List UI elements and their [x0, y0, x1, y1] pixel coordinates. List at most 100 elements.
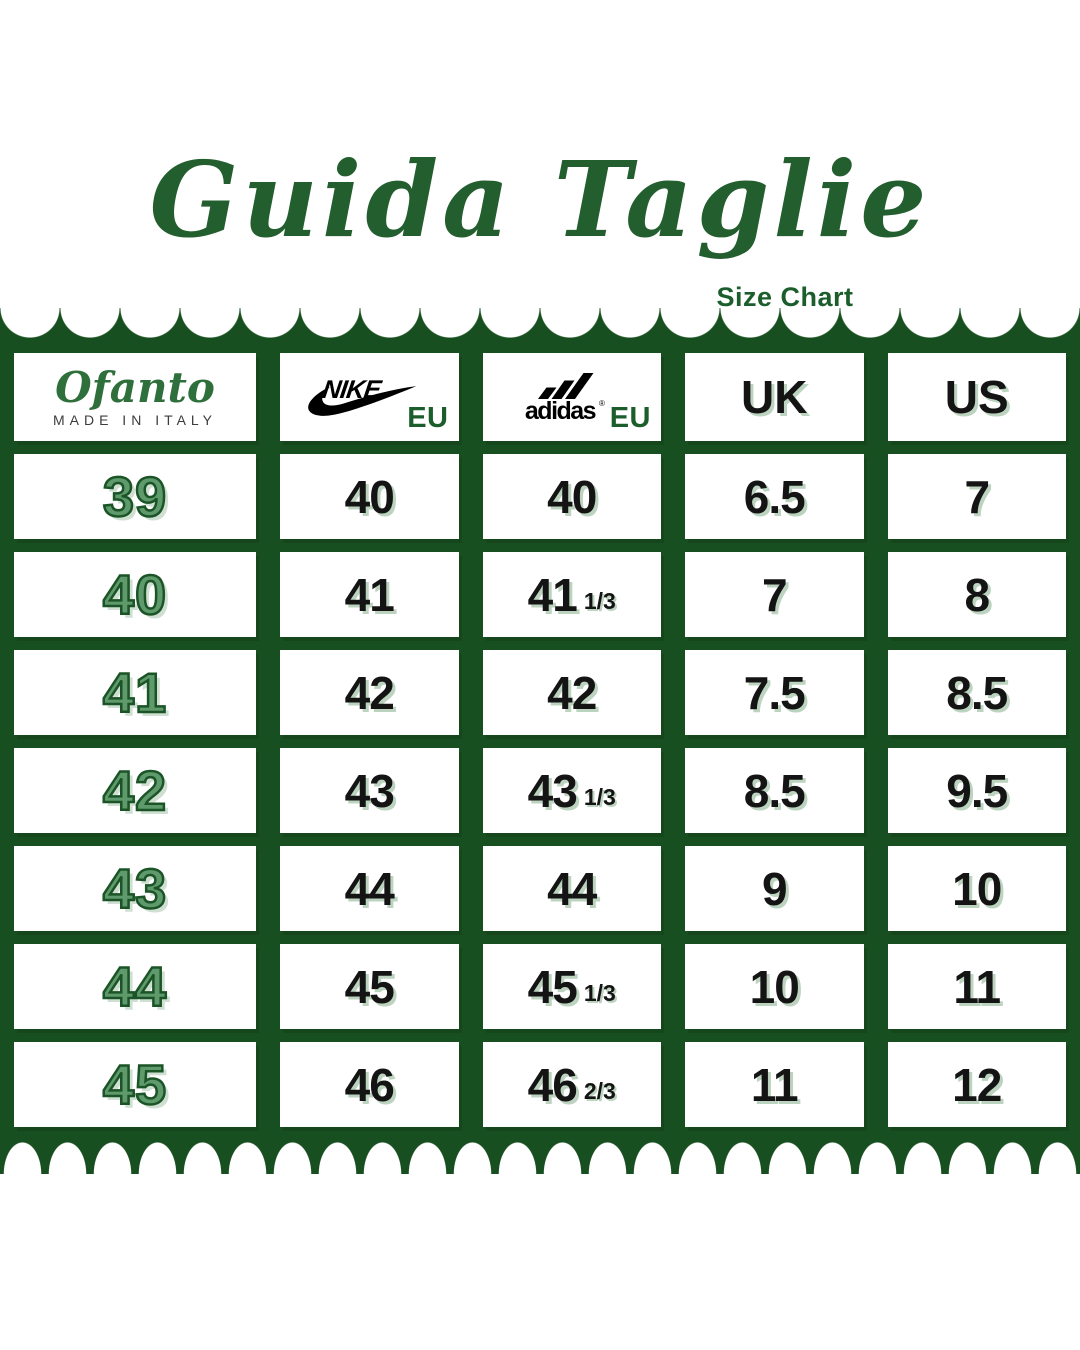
cell-nike-size: 44 [280, 846, 459, 931]
cell-uk-size: 7 [685, 552, 864, 637]
cell-adidas-size: 44 [482, 846, 661, 931]
adidas-size-value: 40 [547, 470, 597, 523]
cell-ofanto-size: 44 [14, 944, 256, 1029]
cell-uk-size: 6.5 [685, 454, 864, 539]
nike-size-value: 46 [344, 1058, 395, 1111]
uk-size-value: 9 [761, 862, 788, 915]
cell-adidas-size: 42 [482, 650, 661, 735]
adidas-logo-icon: adidas ® [525, 373, 605, 424]
ofanto-size-value: 43 [102, 856, 168, 922]
cell-nike-size: 40 [280, 454, 459, 539]
nike-swoosh-icon: NIKE [308, 376, 417, 416]
cell-uk-size: 7.5 [685, 650, 864, 735]
cell-ofanto-size: 42 [14, 748, 256, 833]
cell-uk-size: 9 [685, 846, 864, 931]
ofanto-size-value: 39 [102, 464, 168, 530]
cell-ofanto-size: 40 [14, 552, 256, 637]
cell-us-size: 8.5 [887, 650, 1066, 735]
cell-adidas-size: 40 [482, 454, 661, 539]
adidas-wordmark: adidas [525, 397, 596, 424]
adidas-eu-label: EU [609, 402, 651, 434]
page-title: Guida Taglie [149, 138, 931, 261]
ofanto-size-value: 42 [102, 758, 168, 824]
us-size-value: 8.5 [946, 666, 1008, 719]
cell-us-size: 9.5 [887, 748, 1066, 833]
adidas-bar-large [564, 373, 594, 399]
adidas-size-fraction: 1/3 [583, 588, 616, 614]
nike-eu-label: EU [407, 402, 449, 434]
cell-nike-size: 43 [280, 748, 459, 833]
title-block: Guida Taglie Size Chart [0, 138, 1080, 313]
header-nike-eu: NIKE EU [280, 353, 459, 441]
ofanto-size-value: 44 [102, 954, 168, 1020]
cell-ofanto-size: 41 [14, 650, 256, 735]
nike-swoosh-path [308, 386, 417, 416]
us-size-value: 11 [953, 960, 1001, 1013]
us-size-value: 10 [952, 862, 1002, 915]
adidas-size-value: 46 [527, 1058, 578, 1111]
adidas-size-fraction: 2/3 [583, 1078, 616, 1104]
us-size-value: 7 [964, 470, 990, 523]
nike-size-value: 44 [344, 862, 395, 915]
cell-us-size: 12 [887, 1042, 1066, 1127]
cell-ofanto-size: 39 [14, 454, 256, 539]
nike-size-value: 43 [344, 764, 395, 817]
header-uk: UK [685, 353, 864, 441]
uk-size-value: 6.5 [743, 470, 806, 523]
us-header-label: US [944, 371, 1009, 423]
adidas-size-fraction: 1/3 [583, 784, 616, 810]
header-ofanto: Ofanto MADE IN ITALY [14, 353, 256, 441]
size-table-band: Ofanto MADE IN ITALY NIKE EU adidas ® [0, 308, 1080, 1174]
cell-us-size: 7 [887, 454, 1066, 539]
cell-nike-size: 45 [280, 944, 459, 1029]
adidas-bar-medium [551, 380, 575, 399]
uk-size-value: 7 [761, 568, 788, 621]
scallop-edge-top [0, 308, 1080, 342]
header-us: US [887, 353, 1066, 441]
cell-uk-size: 8.5 [685, 748, 864, 833]
cell-adidas-size: 46 2/3 [482, 1042, 661, 1127]
cell-uk-size: 11 [685, 1042, 864, 1127]
cell-adidas-size: 43 1/3 [482, 748, 661, 833]
uk-size-value: 11 [750, 1058, 799, 1111]
size-table: Ofanto MADE IN ITALY NIKE EU adidas ® [14, 353, 1066, 1127]
cell-ofanto-size: 43 [14, 846, 256, 931]
cell-nike-size: 42 [280, 650, 459, 735]
nike-size-value: 41 [344, 568, 395, 621]
ofanto-size-value: 41 [102, 660, 168, 726]
cell-us-size: 10 [887, 846, 1066, 931]
cell-adidas-size: 45 1/3 [482, 944, 661, 1029]
nike-size-value: 42 [344, 666, 395, 719]
cell-nike-size: 46 [280, 1042, 459, 1127]
scallop-edge-bottom [0, 1138, 1080, 1174]
uk-size-value: 10 [749, 960, 800, 1013]
adidas-size-fraction: 1/3 [583, 980, 616, 1006]
adidas-size-value: 43 [527, 764, 578, 817]
cell-us-size: 11 [887, 944, 1066, 1029]
nike-size-value: 45 [344, 960, 395, 1013]
adidas-size-value: 45 [527, 960, 578, 1013]
adidas-size-value: 44 [547, 862, 597, 915]
cell-us-size: 8 [887, 552, 1066, 637]
cell-uk-size: 10 [685, 944, 864, 1029]
cell-ofanto-size: 45 [14, 1042, 256, 1127]
us-size-value: 9.5 [946, 764, 1008, 817]
uk-size-value: 8.5 [743, 764, 806, 817]
ofanto-logo: Ofanto [55, 362, 215, 412]
ofanto-size-value: 40 [102, 562, 168, 628]
adidas-size-value: 42 [547, 666, 597, 719]
uk-header-label: UK [741, 371, 808, 423]
uk-size-value: 7.5 [743, 666, 806, 719]
cell-nike-size: 41 [280, 552, 459, 637]
ofanto-size-value: 45 [102, 1052, 168, 1118]
adidas-bar-small [537, 387, 557, 399]
page-subtitle: Size Chart [716, 282, 854, 312]
cell-adidas-size: 41 1/3 [482, 552, 661, 637]
adidas-registered-mark: ® [599, 399, 605, 408]
us-size-value: 12 [952, 1058, 1002, 1111]
adidas-size-value: 41 [527, 568, 578, 621]
header-adidas-eu: adidas ® EU [482, 353, 661, 441]
nike-size-value: 40 [344, 470, 395, 523]
us-size-value: 8 [964, 568, 990, 621]
